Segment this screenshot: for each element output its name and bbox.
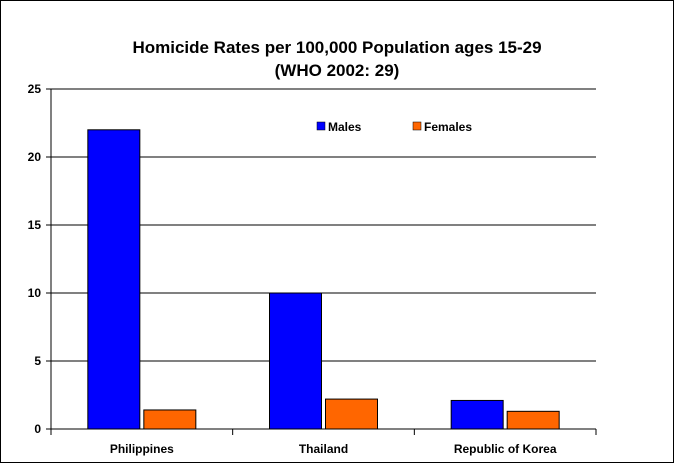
- y-tick-label: 5: [34, 354, 41, 368]
- x-tick-label: Republic of Korea: [454, 442, 557, 456]
- bar-males-thailand: [269, 292, 322, 430]
- legend-swatch-males: [316, 121, 326, 131]
- chart-subtitle: (WHO 2002: 29): [275, 61, 400, 80]
- axes: 0 5 10 15 20 25 Philippines Thailand Republic of…: [28, 82, 597, 456]
- legend-label-females: Females: [424, 120, 472, 134]
- bar-females-republic-of-korea: [506, 410, 560, 430]
- gridlines: [51, 88, 596, 362]
- legend-swatch-females: [412, 121, 422, 131]
- y-tick-label: 10: [28, 286, 42, 300]
- y-tick-label: 25: [28, 82, 42, 96]
- legend: Males Females: [316, 120, 472, 134]
- bars: [87, 129, 560, 430]
- y-tick-label: 15: [28, 218, 42, 232]
- y-tick-label: 0: [34, 422, 41, 436]
- legend-label-males: Males: [328, 120, 362, 134]
- chart-title: Homicide Rates per 100,000 Population ag…: [132, 38, 541, 57]
- x-tick-label: Philippines: [110, 442, 174, 456]
- x-tick-label: Thailand: [299, 442, 348, 456]
- bar-males-republic-of-korea: [450, 399, 504, 430]
- bar-females-thailand: [325, 398, 378, 430]
- bar-males-philippines: [87, 129, 141, 430]
- bar-females-philippines: [143, 409, 197, 430]
- y-tick-label: 20: [28, 150, 42, 164]
